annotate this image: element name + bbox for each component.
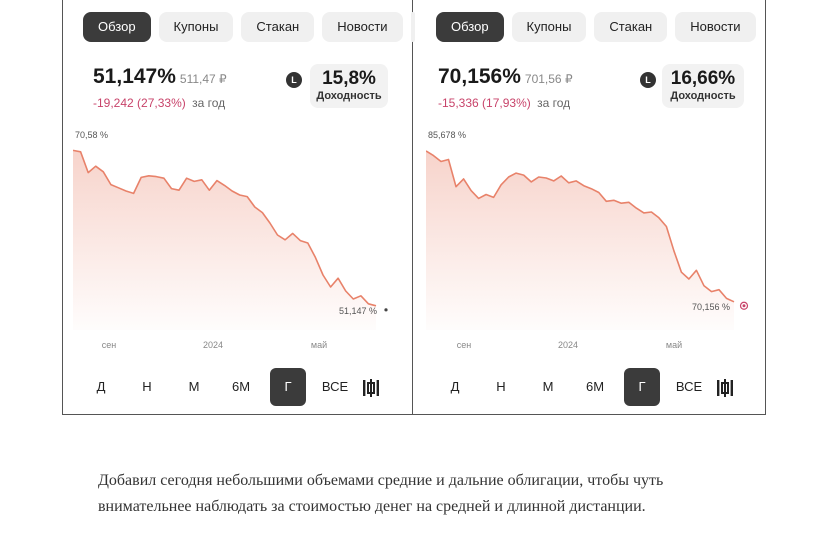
tab-bar: Обзор Купоны Стакан Новости [436,12,764,42]
change-pct: (17,93%) [482,96,531,110]
chart-area-fill [73,150,376,330]
post-caption: Добавил сегодня небольшими объемами сред… [98,472,664,515]
tab-coupons[interactable]: Купоны [158,12,234,42]
yield-label: Доходность [670,90,736,102]
tab-bar: Обзор Купоны Стакан Новости [83,12,415,42]
x-tick-label: май [666,340,682,350]
chart-line [426,150,735,303]
chart-end-point [739,301,749,310]
period-selector: Д Н М 6М Г ВСЕ [426,368,774,406]
period-day[interactable]: Д [450,379,460,394]
period-selector: Д Н М 6М Г ВСЕ [73,368,421,406]
period-week[interactable]: Н [142,379,152,394]
price-block: 51,147% 511,47 ₽ [93,65,227,89]
change-period: за год [192,96,226,110]
panel-divider [412,0,413,415]
period-month[interactable]: М [542,379,554,394]
price-change: -19,242 (27,33%) за год [93,96,225,110]
price-percent: 70,156% [438,65,521,88]
x-tick-label: май [311,340,327,350]
clock-icon[interactable]: L [640,72,656,88]
period-6m[interactable]: 6М [585,379,605,394]
price-rub: 511,47 ₽ [179,72,227,86]
price-percent: 51,147% [93,65,176,88]
price-chart[interactable]: 85,678 % 70,156 % сен 2024 май [426,125,774,355]
period-week[interactable]: Н [496,379,506,394]
candlestick-icon[interactable] [715,378,735,398]
yield-label: Доходность [316,90,382,102]
yield-box: 15,8% Доходность [310,64,388,108]
price-change: -15,336 (17,93%) за год [438,96,570,110]
change-period: за год [537,96,571,110]
bond-panel-2: Обзор Купоны Стакан Новости 70,156% 701,56 ₽… [426,0,774,414]
change-abs: -15,336 [438,96,479,110]
price-chart[interactable]: 70,58 % 51,147 % сен 2024 май [73,125,421,355]
period-month[interactable]: М [188,379,200,394]
price-block: 70,156% 701,56 ₽ [438,65,573,89]
tab-overview[interactable]: Обзор [83,12,151,42]
clock-icon[interactable]: L [286,72,302,88]
candlestick-icon[interactable] [361,378,381,398]
tab-orderbook[interactable]: Стакан [241,12,315,42]
chart-start-label: 85,678 % [428,130,466,140]
x-tick-label: 2024 [558,340,578,350]
chart-end-point [384,308,388,312]
chart-end-label: 70,156 % [692,302,730,312]
period-all[interactable]: ВСЕ [675,379,703,394]
x-tick-label: сен [102,340,117,350]
x-tick-label: 2024 [203,340,223,350]
yield-value: 16,66% [670,68,736,89]
change-pct: (27,33%) [137,96,186,110]
chart-start-label: 70,58 % [75,130,108,140]
bond-panel-1: Обзор Купоны Стакан Новости 51,147% 511,47 ₽… [73,0,421,414]
tab-overflow[interactable] [410,12,415,42]
chart-area-fill [426,150,734,330]
chart-end-point-core [742,304,746,308]
period-year[interactable]: Г [624,368,660,406]
x-tick-label: сен [457,340,472,350]
price-rub: 701,56 ₽ [524,72,573,86]
chart-end-label: 51,147 % [339,306,377,316]
tab-coupons[interactable]: Купоны [511,12,587,42]
yield-box: 16,66% Доходность [662,64,744,108]
chart-line [73,149,377,307]
tab-news[interactable]: Новости [322,12,403,42]
tab-overview[interactable]: Обзор [436,12,504,42]
period-day[interactable]: Д [96,379,106,394]
period-6m[interactable]: 6М [231,379,251,394]
tab-orderbook[interactable]: Стакан [594,12,668,42]
tab-news[interactable]: Новости [675,12,756,42]
yield-value: 15,8% [322,68,376,89]
change-abs: -19,242 [93,96,134,110]
period-all[interactable]: ВСЕ [321,379,349,394]
screenshot-frame [62,0,766,415]
period-year[interactable]: Г [270,368,306,406]
